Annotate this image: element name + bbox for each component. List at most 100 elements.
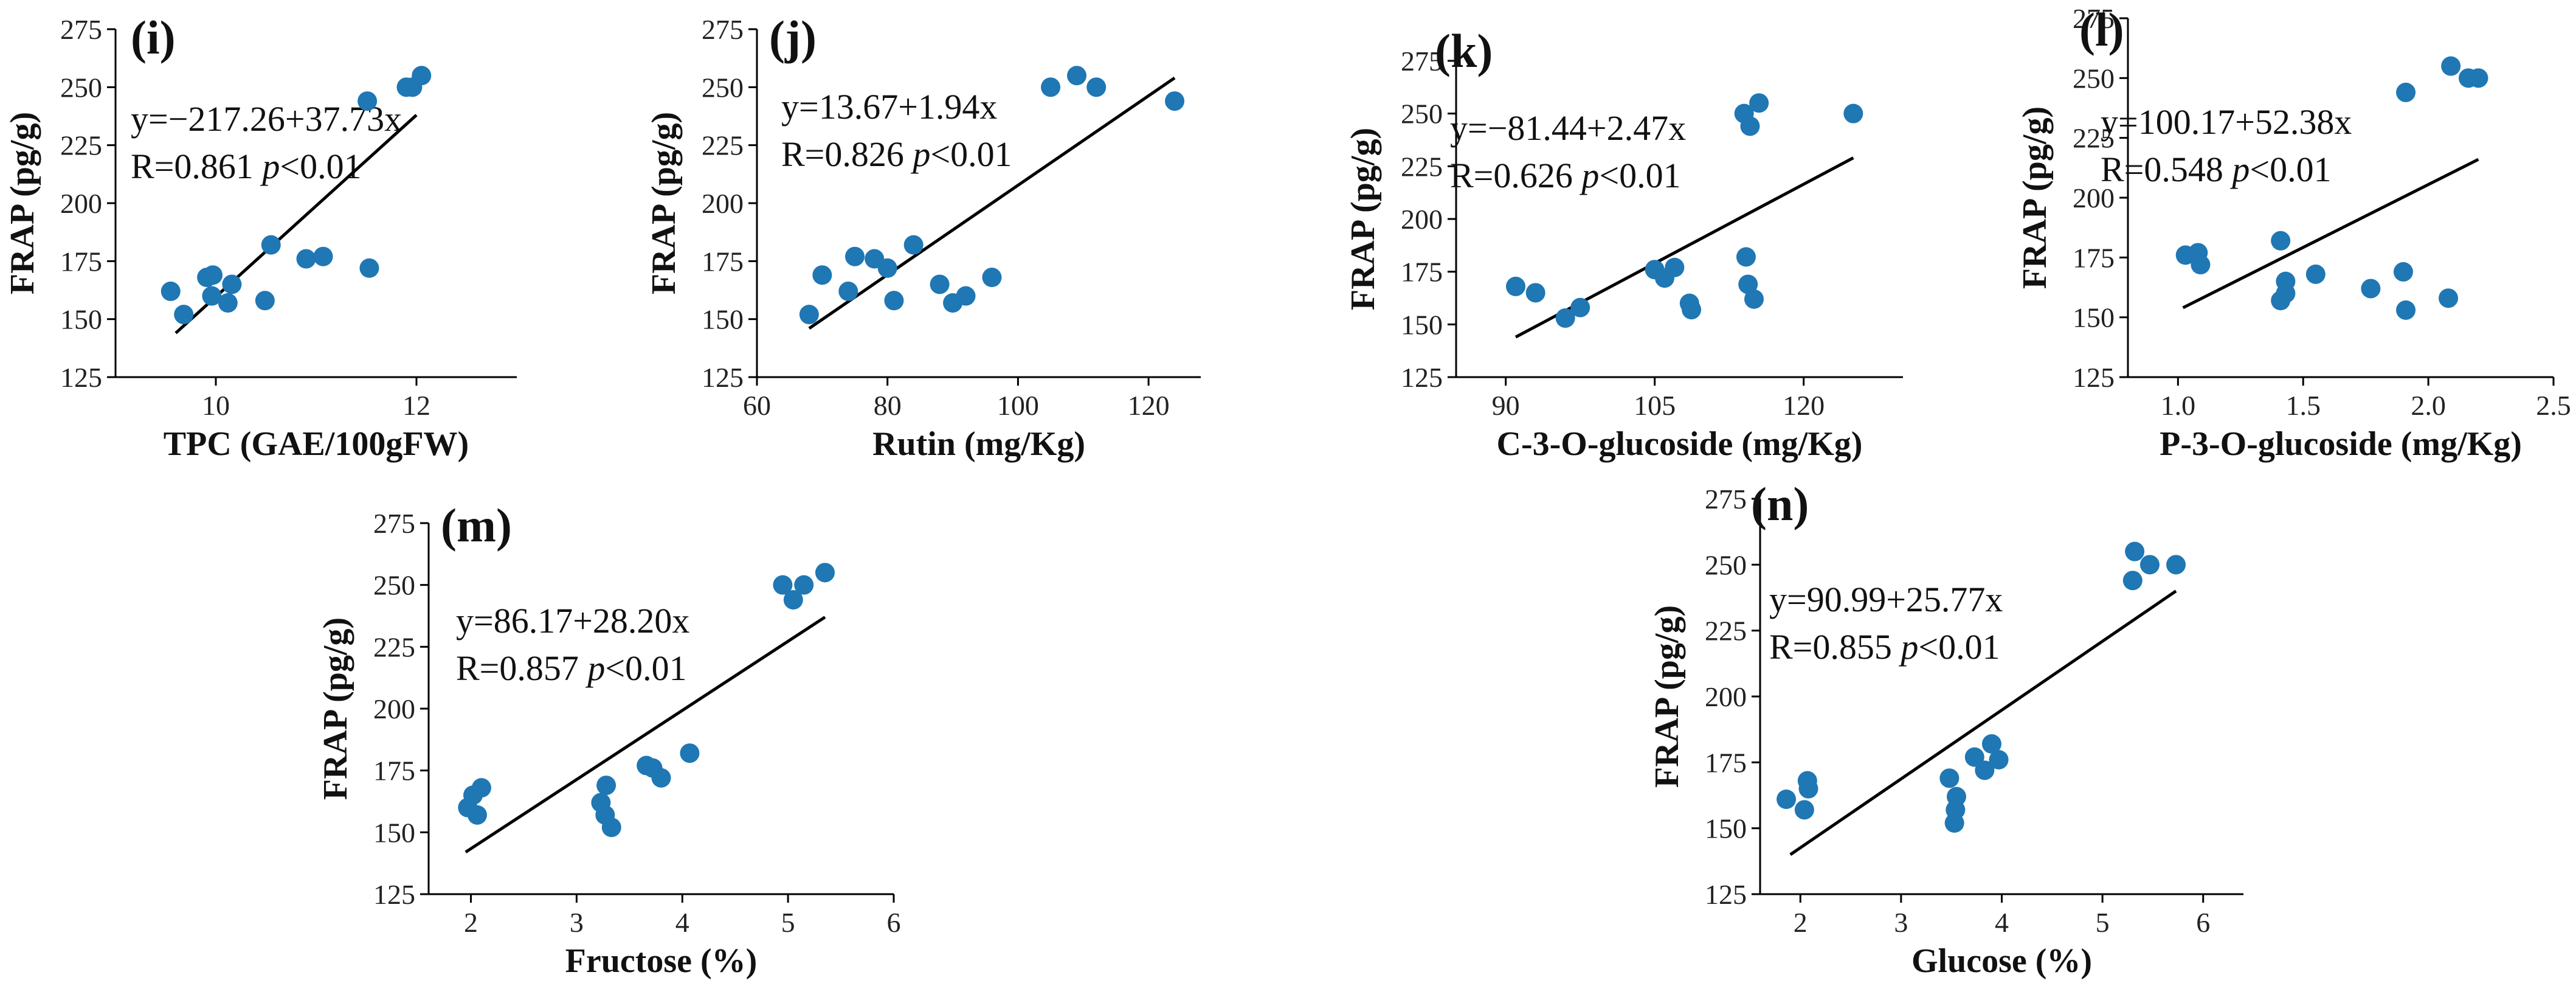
data-point bbox=[1798, 779, 1818, 799]
x-tick-label: 1.5 bbox=[2285, 390, 2321, 421]
panel-label: (l) bbox=[2079, 3, 2124, 56]
chart-panel-j: 125 150 175 200 225 250 275 60 80 100 120 Rutin (mg… bbox=[645, 11, 1201, 463]
y-tick-label: 250 bbox=[373, 570, 415, 601]
data-point bbox=[903, 235, 924, 255]
chart-panel-k: 125 150 175 200 225 250 275 90 105 120 C-3-O-gluco… bbox=[1344, 24, 1903, 463]
data-point bbox=[471, 778, 491, 798]
data-point bbox=[1946, 786, 1966, 807]
x-tick-label: 2.5 bbox=[2536, 390, 2571, 421]
panel-label: (m) bbox=[441, 499, 512, 552]
y-tick-label: 275 bbox=[60, 14, 102, 45]
data-point bbox=[2305, 264, 2326, 284]
data-point bbox=[1740, 116, 1760, 136]
regression-equation: y=−81.44+2.47x bbox=[1450, 108, 1686, 148]
data-point bbox=[1555, 308, 1575, 328]
x-tick-label: 105 bbox=[1634, 390, 1676, 421]
y-axis-title: FRAP (pg/g) bbox=[1648, 605, 1686, 788]
data-point bbox=[2361, 279, 2381, 299]
y-tick-label: 275 bbox=[702, 14, 744, 45]
data-point bbox=[1981, 734, 2001, 754]
x-tick-label: 4 bbox=[1995, 907, 2009, 938]
x-tick-label: 6 bbox=[2196, 907, 2210, 938]
panel-label: (i) bbox=[131, 11, 176, 64]
y-tick-label: 125 bbox=[1705, 879, 1747, 910]
y-axis-title: FRAP (pg/g) bbox=[645, 112, 683, 294]
p-symbol: p bbox=[585, 648, 605, 688]
data-point bbox=[255, 291, 275, 311]
chart-panel-n: 125 150 175 200 225 250 275 2 3 4 5 6 Glucose (%) FRA… bbox=[1648, 477, 2243, 980]
y-tick-label: 250 bbox=[60, 72, 102, 103]
r-value: R=0.826 bbox=[781, 134, 913, 174]
data-point bbox=[1086, 77, 1107, 97]
x-axis-title: Fructose (%) bbox=[565, 942, 758, 980]
data-point bbox=[2393, 262, 2413, 282]
x-axis-title: TPC (GAE/100gFW) bbox=[164, 425, 469, 463]
data-point bbox=[773, 575, 793, 595]
data-point bbox=[161, 281, 181, 301]
y-tick-label: 150 bbox=[702, 304, 744, 335]
regression-line bbox=[1789, 589, 2177, 856]
regression-equation: y=13.67+1.94x bbox=[781, 87, 997, 127]
y-tick-label: 200 bbox=[60, 188, 102, 219]
y-tick-label: 200 bbox=[1401, 204, 1443, 235]
y-tick-label: 175 bbox=[1401, 257, 1443, 288]
data-point bbox=[930, 274, 950, 294]
y-tick-label: 150 bbox=[373, 817, 415, 848]
y-tick-label: 275 bbox=[1705, 484, 1747, 515]
x-tick-label: 2 bbox=[1794, 907, 1808, 938]
correlation-text: R=0.626 p<0.01 bbox=[1450, 156, 1681, 195]
correlation-text: R=0.826 p<0.01 bbox=[781, 134, 1012, 174]
data-point bbox=[1744, 289, 1764, 309]
p-value: <0.01 bbox=[930, 134, 1012, 174]
data-point bbox=[218, 293, 238, 313]
y-tick-label: 125 bbox=[1401, 362, 1443, 393]
data-point bbox=[2166, 555, 2186, 575]
y-tick-label: 175 bbox=[373, 755, 415, 786]
data-point bbox=[799, 305, 819, 325]
chart-panel-m: 125 150 175 200 225 250 275 2 3 4 5 6 Fructose (%) FR… bbox=[317, 499, 901, 980]
data-point bbox=[1749, 93, 1769, 113]
y-axis-title: FRAP (pg/g) bbox=[2016, 106, 2054, 289]
x-axis-title: P-3-O-glucoside (mg/Kg) bbox=[2160, 425, 2522, 463]
data-point bbox=[202, 286, 222, 306]
data-point bbox=[296, 249, 316, 269]
data-point bbox=[1843, 103, 1863, 123]
data-point bbox=[2439, 288, 2459, 308]
x-tick-label: 2.0 bbox=[2411, 390, 2446, 421]
y-tick-label: 175 bbox=[60, 246, 102, 277]
x-tick-label: 2 bbox=[464, 907, 478, 938]
regression-equation: y=100.17+52.38x bbox=[2101, 102, 2352, 142]
data-point bbox=[467, 805, 487, 825]
data-point bbox=[783, 590, 803, 610]
data-point bbox=[2122, 571, 2143, 591]
x-tick-label: 6 bbox=[887, 907, 901, 938]
data-point bbox=[359, 258, 379, 278]
data-point bbox=[1570, 297, 1590, 318]
data-point bbox=[956, 286, 976, 306]
chart-panel-l: 125 150 175 200 225 250 275 1.0 1.5 2.0 2.5 P-3-O-g… bbox=[2016, 3, 2571, 463]
y-tick-label: 275 bbox=[373, 508, 415, 539]
data-point bbox=[1975, 760, 1995, 780]
y-tick-label: 175 bbox=[702, 246, 744, 277]
y-tick-label: 150 bbox=[2073, 302, 2115, 333]
data-point bbox=[1041, 77, 1061, 97]
data-point bbox=[313, 246, 333, 266]
y-tick-label: 125 bbox=[2073, 362, 2115, 393]
y-tick-label: 225 bbox=[1401, 151, 1443, 182]
p-symbol: p bbox=[2229, 150, 2250, 189]
y-axis-title: FRAP (pg/g) bbox=[1344, 128, 1382, 310]
data-point bbox=[877, 258, 897, 278]
y-tick-label: 275 bbox=[2073, 3, 2115, 34]
x-tick-label: 60 bbox=[743, 390, 771, 421]
x-tick-label: 90 bbox=[1492, 390, 1520, 421]
x-tick-label: 120 bbox=[1783, 390, 1825, 421]
x-tick-label: 80 bbox=[874, 390, 902, 421]
x-tick-label: 5 bbox=[2096, 907, 2110, 938]
r-value: R=0.861 bbox=[131, 147, 262, 186]
y-tick-label: 150 bbox=[1401, 309, 1443, 340]
panel-label: (n) bbox=[1751, 477, 1809, 530]
y-tick-label: 200 bbox=[2073, 182, 2115, 214]
p-symbol: p bbox=[260, 147, 280, 186]
p-value: <0.01 bbox=[2250, 150, 2331, 189]
